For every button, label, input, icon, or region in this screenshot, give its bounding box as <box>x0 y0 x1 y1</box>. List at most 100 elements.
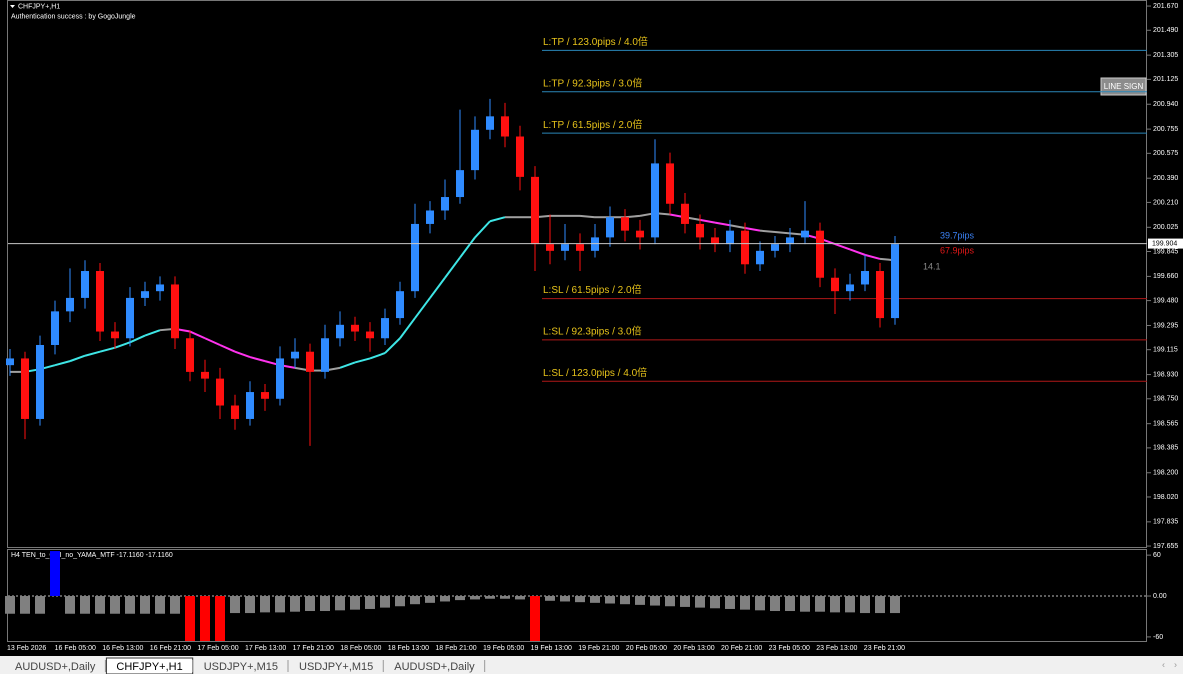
indicator-tick-label: -60 <box>1153 634 1163 641</box>
histogram-bar <box>275 596 285 613</box>
y-tick-label: 200.210 <box>1153 199 1178 206</box>
current-price-box <box>1148 238 1183 249</box>
candle-body <box>291 351 299 359</box>
y-tick-label: 201.305 <box>1153 52 1178 59</box>
candle-body <box>861 271 869 285</box>
histogram-bar <box>200 596 210 641</box>
moving-average <box>234 350 251 359</box>
candle-body <box>441 197 449 211</box>
y-tick-label: 199.295 <box>1153 322 1178 329</box>
tab[interactable] <box>193 658 288 674</box>
histogram-bar <box>635 596 645 605</box>
candle-body <box>141 291 149 298</box>
y-tick-label: 199.660 <box>1153 273 1178 280</box>
histogram-bar <box>35 596 45 614</box>
tab[interactable] <box>289 658 384 674</box>
candle-body <box>786 237 794 245</box>
candle-body <box>411 223 419 292</box>
histogram-bar <box>770 596 780 612</box>
histogram-bar <box>140 596 150 614</box>
scroll-right[interactable]: › <box>1174 659 1177 669</box>
candle-body <box>801 230 809 238</box>
x-tick-label: 23 Feb 05:00 <box>769 645 810 652</box>
moving-average <box>249 356 266 363</box>
candle-body <box>636 230 644 238</box>
moving-average <box>69 354 86 363</box>
y-tick-label: 198.385 <box>1153 445 1178 452</box>
moving-average <box>354 357 371 364</box>
candle-body <box>231 405 239 419</box>
chart-title: CHFJPY+,H1 <box>18 3 60 10</box>
histogram-bar <box>65 596 75 614</box>
x-tick-label: 19 Feb 13:00 <box>531 645 572 652</box>
candle-body <box>321 338 329 372</box>
x-tick-label: 20 Feb 13:00 <box>673 645 714 652</box>
moving-average <box>369 352 386 360</box>
x-tick-label: 16 Feb 13:00 <box>102 645 143 652</box>
y-tick-label: 197.655 <box>1153 543 1178 550</box>
y-tick-label: 197.835 <box>1153 519 1178 526</box>
candle-body <box>591 237 599 251</box>
tab[interactable] <box>5 658 106 674</box>
histogram-bar <box>95 596 105 614</box>
tab-label[interactable]: CHFJPY+,H1 <box>116 661 182 673</box>
histogram-bar <box>380 596 390 608</box>
histogram-bar <box>740 596 750 610</box>
y-tick-label: 198.200 <box>1153 470 1178 477</box>
moving-average <box>144 329 161 337</box>
y-tick-label: 200.575 <box>1153 150 1178 157</box>
candle-body <box>831 277 839 292</box>
moving-average <box>834 243 851 251</box>
y-tick-label: 200.390 <box>1153 175 1178 182</box>
histogram-bar <box>455 596 465 601</box>
level-label: L:TP / 123.0pips / 4.0倍 <box>543 35 648 48</box>
histogram-bar <box>485 596 495 599</box>
pips-label: 67.9pips <box>940 245 975 255</box>
x-tick-label: 20 Feb 21:00 <box>721 645 762 652</box>
candle-body <box>846 284 854 292</box>
line-sign-label[interactable]: LINE SIGN <box>1104 82 1144 91</box>
x-tick-label: 16 Feb 05:00 <box>55 645 96 652</box>
moving-average <box>429 277 446 299</box>
main-frame <box>7 0 1147 548</box>
histogram-bar <box>725 596 735 609</box>
candle-body <box>186 338 194 372</box>
moving-average <box>849 248 866 256</box>
candle-body <box>246 392 254 419</box>
histogram-bar <box>695 596 705 608</box>
histogram-bar <box>650 596 660 606</box>
scroll-left[interactable]: ‹ <box>1162 659 1165 669</box>
histogram-bar <box>395 596 405 607</box>
candle-body <box>396 291 404 319</box>
x-tick-label: 18 Feb 13:00 <box>388 645 429 652</box>
level-label: L:SL / 92.3pips / 3.0倍 <box>543 325 642 338</box>
moving-average <box>129 334 146 344</box>
x-tick-label: 18 Feb 05:00 <box>340 645 381 652</box>
histogram-bar <box>755 596 765 611</box>
histogram-bar <box>470 596 480 600</box>
menu-triangle[interactable] <box>10 5 15 8</box>
tab-label[interactable]: USDJPY+,M15 <box>299 661 373 673</box>
histogram-bar <box>155 596 165 614</box>
auth-message: Authentication success : by GogoJungle <box>11 13 136 20</box>
histogram-bar <box>590 596 600 603</box>
tab-label[interactable]: AUDUSD+,Daily <box>394 661 475 673</box>
tab-label[interactable]: USDJPY+,M15 <box>204 661 278 673</box>
moving-average <box>474 220 491 239</box>
candle-body <box>6 358 14 366</box>
candle-body <box>561 244 569 251</box>
x-tick-label: 19 Feb 05:00 <box>483 645 524 652</box>
candle-body <box>876 271 884 319</box>
line-sign-button[interactable] <box>1100 77 1147 96</box>
candle-body <box>651 163 659 238</box>
candle-body <box>726 230 734 245</box>
x-tick-label: 23 Feb 21:00 <box>864 645 905 652</box>
tab-label[interactable]: AUDUSD+,Daily <box>15 661 96 673</box>
tab[interactable] <box>384 658 485 674</box>
candle-body <box>36 344 44 419</box>
moving-average <box>459 236 476 259</box>
moving-average <box>54 360 71 367</box>
x-tick-label: 20 Feb 05:00 <box>626 645 667 652</box>
histogram-bar <box>170 596 180 614</box>
